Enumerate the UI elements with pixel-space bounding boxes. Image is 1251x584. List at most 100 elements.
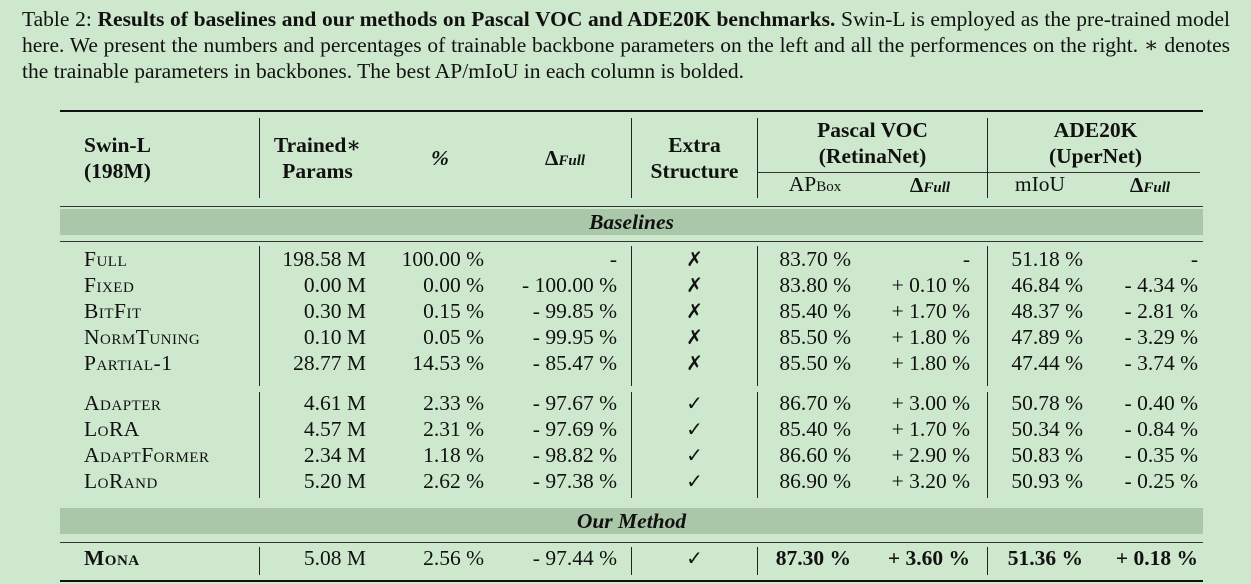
cell-pct: 2.31 %: [423, 417, 484, 441]
cell-delta: - 97.69 %: [532, 417, 617, 441]
results-table: Swin-L (198M) Trained∗ Params % ΔFull Ex…: [60, 110, 1203, 584]
cell-miou-delta: - 2.81 %: [1124, 299, 1198, 323]
cell-ap: 85.40 %: [779, 417, 851, 441]
cell-params: 0.00 M: [303, 273, 366, 297]
cell-extra: ✗: [686, 247, 703, 271]
ourmethod-band: [60, 508, 1203, 534]
subheader-rule: [757, 172, 1200, 173]
cell-params: 0.30 M: [303, 299, 366, 323]
cell-params: 198.58 M: [282, 247, 366, 271]
cell-miou-delta: - 0.40 %: [1124, 391, 1198, 415]
cell-delta: - 99.85 %: [532, 299, 617, 323]
cell-ap: 85.40 %: [779, 299, 851, 323]
cell-miou: 51.36 %: [1007, 546, 1083, 570]
cell-miou: 47.89 %: [1011, 325, 1083, 349]
cell-delta: - 98.82 %: [532, 443, 617, 467]
cell-ap: 83.70 %: [779, 247, 851, 271]
cell-params: 5.08 M: [303, 546, 366, 570]
cell-name: Fixed: [84, 273, 135, 297]
cell-miou: 50.93 %: [1011, 469, 1083, 493]
header-model: Swin-L: [84, 133, 151, 157]
cell-name: Partial-1: [84, 351, 173, 375]
cell-miou: 50.78 %: [1011, 391, 1083, 415]
cell-miou: 50.83 %: [1011, 443, 1083, 467]
cell-name: Full: [84, 247, 128, 271]
header-ade: ADE20K: [1053, 118, 1138, 142]
cell-miou: 47.44 %: [1011, 351, 1083, 375]
header-voc-detector: (RetinaNet): [818, 144, 927, 168]
cell-extra: ✓: [686, 546, 703, 570]
cell-delta: - 99.95 %: [532, 325, 617, 349]
cell-delta: - 97.38 %: [532, 469, 617, 493]
section-baselines: Baselines: [589, 210, 674, 234]
header-model-size: (198M): [84, 159, 151, 183]
table-caption: Table 2: Results of baselines and our me…: [22, 6, 1230, 84]
cell-ap: 85.50 %: [779, 351, 851, 375]
cell-extra: ✓: [686, 443, 703, 467]
cell-ap: 86.70 %: [779, 391, 851, 415]
caption-label: Table 2:: [22, 7, 92, 31]
header-miou: mIoU: [1014, 172, 1066, 196]
cell-ap-delta: + 0.10 %: [891, 273, 970, 297]
cell-ap-delta: + 3.20 %: [891, 469, 970, 493]
cell-miou: 46.84 %: [1011, 273, 1083, 297]
cell-params: 0.10 M: [303, 325, 366, 349]
cell-delta: - 97.67 %: [532, 391, 617, 415]
header-percent: %: [431, 146, 449, 170]
cell-ap-delta: + 1.70 %: [891, 417, 970, 441]
cell-params: 4.57 M: [303, 417, 366, 441]
cell-ap-delta: + 1.80 %: [891, 325, 970, 349]
cell-miou-delta: - 0.84 %: [1124, 417, 1198, 441]
cell-ap-delta: + 2.90 %: [891, 443, 970, 467]
cell-miou-delta: - 3.74 %: [1124, 351, 1198, 375]
cell-pct: 0.15 %: [423, 299, 484, 323]
cell-pct: 14.53 %: [412, 351, 484, 375]
cell-extra: ✓: [686, 469, 703, 493]
cell-ap-delta: -: [962, 247, 970, 271]
cell-params: 2.34 M: [303, 443, 366, 467]
cell-ap-delta: + 3.00 %: [891, 391, 970, 415]
baselines-rule: [60, 241, 1203, 242]
cell-miou-delta: -: [1190, 247, 1198, 271]
header-miou-delta: ΔFull: [1129, 173, 1171, 197]
header-rule: [60, 206, 1203, 207]
cell-miou: 48.37 %: [1011, 299, 1083, 323]
cell-ap: 86.60 %: [779, 443, 851, 467]
cell-ap: 87.30 %: [775, 546, 851, 570]
cell-delta: - 97.44 %: [532, 546, 617, 570]
cell-miou-delta: - 3.29 %: [1124, 325, 1198, 349]
cell-miou-delta: - 0.35 %: [1124, 443, 1198, 467]
header-delta: ΔFull: [544, 146, 586, 170]
cell-pct: 2.62 %: [423, 469, 484, 493]
cell-name: Mona: [84, 546, 140, 570]
top-rule: [60, 110, 1203, 112]
header-extra: Extra: [668, 133, 721, 157]
cell-ap-delta: + 3.60 %: [887, 546, 970, 570]
cell-ap-delta: + 1.80 %: [891, 351, 970, 375]
cell-pct: 0.05 %: [423, 325, 484, 349]
cell-ap-delta: + 1.70 %: [891, 299, 970, 323]
cell-delta: - 100.00 %: [522, 273, 617, 297]
cell-name: BitFit: [84, 299, 142, 323]
cell-delta: - 85.47 %: [532, 351, 617, 375]
cell-name: NormTuning: [84, 325, 201, 349]
cell-pct: 1.18 %: [423, 443, 484, 467]
cell-name: AdaptFormer: [84, 443, 210, 467]
section-our-method: Our Method: [576, 509, 687, 533]
caption-body: Swin-L is employed as the pre-trained mo…: [22, 7, 1231, 83]
ourmethod-rule: [60, 542, 1203, 543]
cell-extra: ✗: [686, 273, 703, 297]
cell-miou-delta: - 4.34 %: [1124, 273, 1198, 297]
cell-pct: 2.33 %: [423, 391, 484, 415]
cell-name: LoRand: [84, 469, 158, 493]
cell-extra: ✗: [686, 299, 703, 323]
cell-pct: 0.00 %: [423, 273, 484, 297]
bottom-rule: [60, 580, 1203, 582]
cell-ap: 85.50 %: [779, 325, 851, 349]
cell-name: LoRA: [84, 417, 140, 441]
header-ap-delta: ΔFull: [909, 173, 951, 197]
cell-extra: ✗: [686, 325, 703, 349]
cell-extra: ✗: [686, 351, 703, 375]
cell-extra: ✓: [686, 391, 703, 415]
cell-miou: 50.34 %: [1011, 417, 1083, 441]
